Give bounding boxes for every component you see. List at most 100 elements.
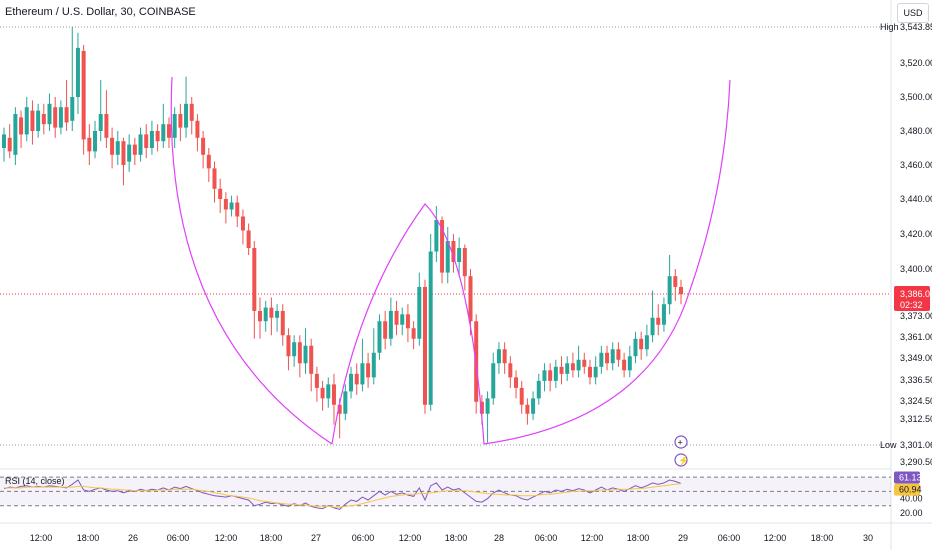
curve-left-descent: [170, 76, 333, 445]
price-tick-label: 3,440.00: [900, 194, 932, 204]
candle-body: [673, 276, 678, 287]
candle-body: [240, 216, 245, 231]
candle-body: [155, 131, 160, 142]
candle-body: [161, 124, 166, 142]
low-value: 3,301.06: [900, 440, 932, 450]
candle-body: [491, 363, 496, 399]
candle-body: [144, 134, 149, 148]
rsi-tick-label: 20.00: [900, 508, 923, 518]
rsi-value-tag: [894, 471, 920, 484]
candle-body: [36, 110, 41, 131]
candle-body: [525, 404, 530, 414]
price-tick-label: 3,361.00: [900, 332, 932, 342]
candle-body: [149, 131, 154, 148]
candle-body: [87, 137, 92, 152]
candle-body: [451, 241, 456, 262]
candle-body: [627, 356, 632, 371]
time-tick-label: 27: [311, 533, 321, 543]
plus-icon: +: [678, 438, 683, 448]
candle-body: [229, 202, 234, 210]
candle-body: [70, 97, 75, 121]
candle-body: [371, 352, 376, 378]
candle-body: [605, 352, 610, 364]
candle-body: [440, 220, 445, 273]
time-tick-label: 06:00: [718, 533, 741, 543]
candle-body: [639, 338, 644, 350]
candle-body: [132, 144, 137, 155]
candle-body: [127, 144, 132, 162]
candle-body: [212, 168, 217, 189]
candle-body: [98, 114, 103, 131]
candle-body: [184, 103, 189, 128]
candle-body: [622, 359, 627, 371]
candle-body: [582, 359, 587, 367]
candle-body: [326, 384, 331, 399]
candle-body: [616, 349, 621, 360]
currency-selector[interactable]: USD: [897, 3, 929, 23]
candle-body: [428, 251, 433, 405]
time-tick-label: 12:00: [581, 533, 604, 543]
time-tick-label: 06:00: [535, 533, 558, 543]
price-tick-label: 3,324.50: [900, 396, 932, 406]
candle-body: [320, 387, 325, 399]
candle-body: [252, 248, 257, 311]
candle-body: [19, 117, 24, 135]
candle-body: [206, 154, 211, 169]
candle-body: [445, 241, 450, 273]
curve-right-ascent: [483, 79, 731, 445]
candle-body: [218, 188, 223, 199]
candle-body: [309, 345, 314, 374]
candle-body: [394, 310, 399, 325]
candle-body: [121, 141, 126, 165]
time-tick-label: 18:00: [445, 533, 468, 543]
candle-body: [354, 373, 359, 385]
candle-body: [263, 307, 268, 322]
time-tick-label: 28: [494, 533, 504, 543]
add-alert-button: [674, 435, 688, 449]
candle-body: [275, 310, 280, 318]
candle-body: [479, 401, 484, 414]
candle-body: [178, 114, 183, 128]
candle-body: [331, 384, 336, 405]
candle-body: [496, 349, 501, 364]
price-tick-label: 3,500.00: [900, 92, 932, 102]
candle-body: [110, 137, 115, 155]
candle-body: [417, 286, 422, 339]
time-tick-label: 29: [678, 533, 688, 543]
candle-body: [13, 114, 18, 155]
candle-body: [656, 317, 661, 325]
candle-body: [366, 363, 371, 378]
price-tick-label: 3,460.00: [900, 160, 932, 170]
candle-body: [303, 345, 308, 364]
rsi-value: 61.13: [899, 472, 922, 482]
candle-body: [553, 366, 558, 381]
candle-body: [599, 352, 604, 367]
candle-body: [343, 391, 348, 414]
candle-body: [81, 50, 86, 140]
lightning-icon: ⚡: [678, 455, 689, 467]
candle-body: [53, 107, 58, 128]
last-price-value: 3,386.07: [900, 289, 932, 299]
price-tick-label: 3,373.00: [900, 311, 932, 321]
candle-body: [172, 114, 177, 138]
rsi-title: RSI (14, close): [5, 476, 65, 486]
candle-body: [422, 286, 427, 405]
candle-body: [195, 120, 200, 138]
price-tick-label: 3,543.85: [900, 22, 932, 32]
candle-body: [485, 398, 490, 414]
candle-body: [377, 321, 382, 353]
candle-body: [405, 314, 410, 329]
candle-body: [280, 310, 285, 336]
candle-body: [269, 307, 274, 318]
candle-body: [201, 137, 206, 155]
candle-body: [75, 47, 80, 97]
candle-body: [223, 199, 228, 210]
candle-body: [360, 363, 365, 385]
candle-body: [24, 107, 29, 135]
candle-body: [286, 335, 291, 357]
time-tick-label: 12:00: [764, 533, 787, 543]
candle-body: [235, 202, 240, 217]
candle-body: [93, 131, 98, 152]
candle-body: [661, 304, 666, 325]
